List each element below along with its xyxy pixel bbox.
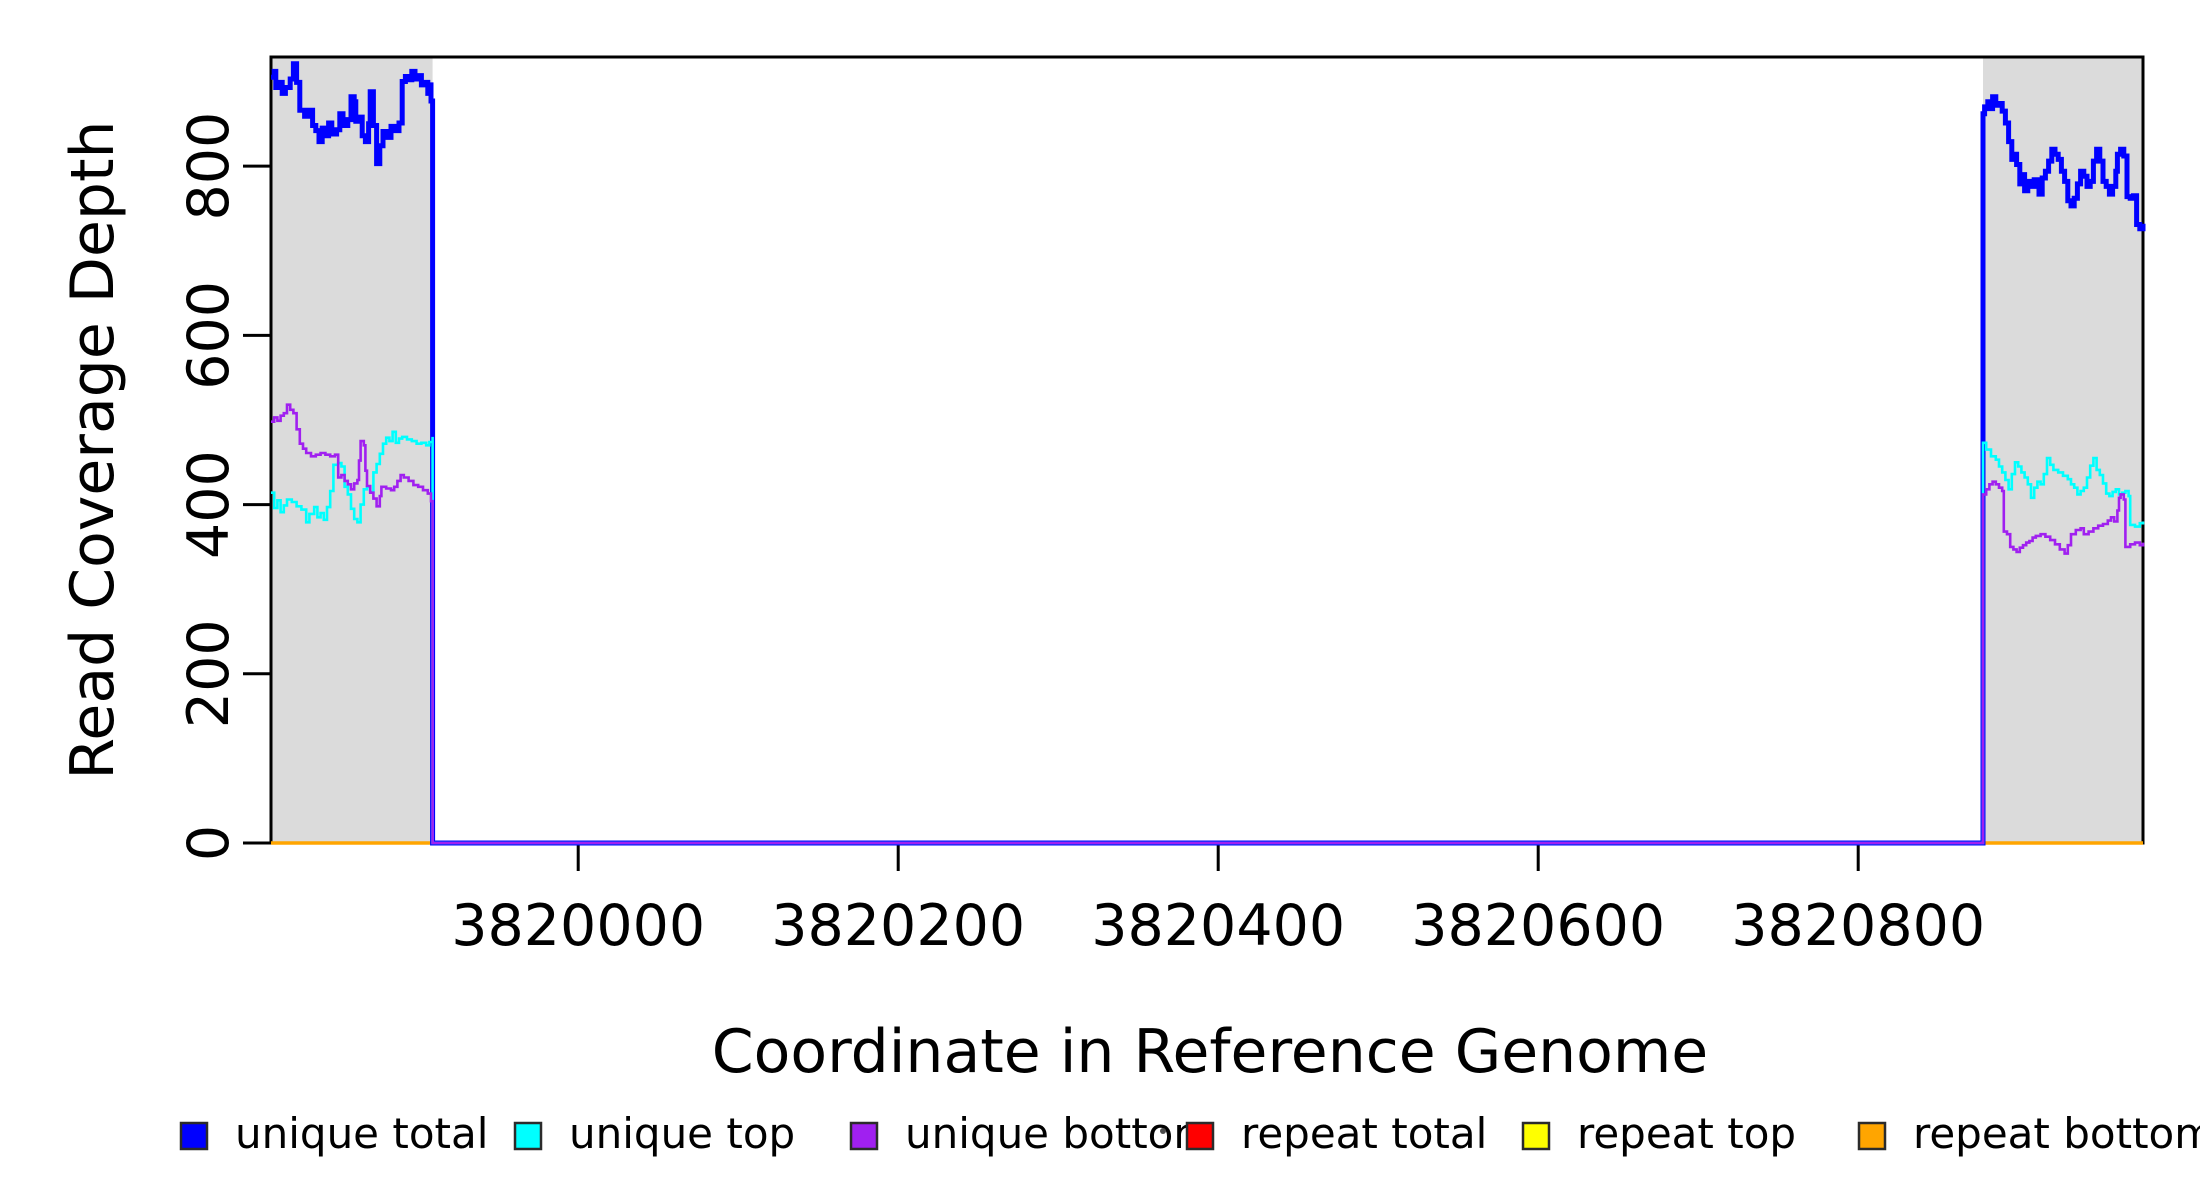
legend-swatch-repeat-bottom [1857,1121,1887,1151]
series-unique-bottom [271,403,2145,845]
x-tick-label: 3820600 [1411,893,1665,959]
x-tick-label: 3820800 [1731,893,1985,959]
x-tick-label: 3820400 [1091,893,1345,959]
y-tick-label: 200 [176,619,242,728]
y-tick-label: 400 [176,450,242,559]
legend-label-unique-total: unique total [235,1109,488,1158]
legend-swatch-unique-bottom [849,1121,879,1151]
stray-dot [1160,1128,1166,1134]
y-tick-label: 0 [176,825,242,861]
x-tick-label: 3820000 [451,893,705,959]
axis-ticks [243,164,1860,871]
y-tick-label: 600 [176,281,242,390]
legend-label-unique-bottom: unique bottom [905,1109,1214,1158]
legend-label-repeat-total: repeat total [1241,1109,1487,1158]
series-unique-total [271,61,2146,846]
legend: unique total unique top unique bottom repea… [179,1109,2200,1158]
series-unique-top [271,430,2145,845]
shaded-band [271,57,433,843]
legend-swatch-repeat-total [1185,1121,1215,1151]
legend-label-unique-top: unique top [569,1109,795,1158]
legend-swatch-unique-total [179,1121,209,1151]
y-axis-title: Read Coverage Depth [58,120,128,779]
axis-tick-labels: 3820000 3820200 3820400 3820600 3820800 0 200 4… [176,112,1985,959]
y-tick-label: 800 [176,112,242,221]
shaded-regions [271,57,2143,843]
legend-swatch-repeat-top [1521,1121,1551,1151]
legend-label-repeat-top: repeat top [1577,1109,1796,1158]
x-axis-title: Coordinate in Reference Genome [712,1017,1708,1087]
x-tick-label: 3820200 [771,893,1025,959]
legend-label-repeat-bottom: repeat bottom [1913,1109,2200,1158]
plot-box [269,55,2145,845]
series-lines [271,61,2146,846]
legend-swatch-unique-top [513,1121,543,1151]
